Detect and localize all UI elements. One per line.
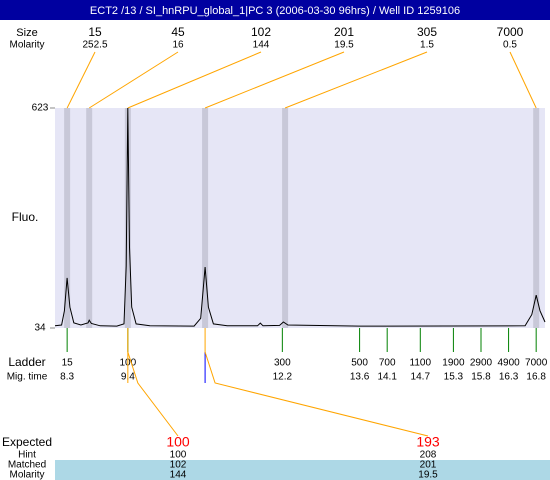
molarity-value: 144 xyxy=(170,470,187,480)
hint-value: 100 xyxy=(170,450,187,461)
matched-value: 201 xyxy=(420,460,437,471)
trace xyxy=(54,107,546,327)
expected-value: 193 xyxy=(416,434,440,450)
ladder-size: 1100 xyxy=(410,358,432,369)
peak-connector xyxy=(127,51,262,109)
peak-molarity: 1.5 xyxy=(420,40,434,51)
size-label: Size xyxy=(16,27,37,39)
ladder-size: 500 xyxy=(351,358,368,369)
matched-value: 102 xyxy=(170,460,187,471)
peak-connector xyxy=(509,51,537,109)
peak-band xyxy=(282,108,289,328)
ladder-size: 700 xyxy=(379,358,396,369)
peak-size: 201 xyxy=(334,25,354,39)
hint-value: 208 xyxy=(420,450,437,461)
match-connector xyxy=(127,328,179,437)
plot-area xyxy=(55,108,545,328)
table-highlight xyxy=(55,460,550,480)
peak-molarity: 0.5 xyxy=(503,40,517,51)
chart-title: ECT2 /13 / SI_hnRPU_global_1|PC 3 (2006-… xyxy=(90,5,460,17)
peak-connector xyxy=(66,51,96,109)
hint-label: Hint xyxy=(18,450,36,461)
matched-label: Matched xyxy=(8,460,46,471)
ladder-label: Ladder xyxy=(8,355,45,369)
y-tick-label: 623 xyxy=(32,103,49,114)
ladder-time: 16.3 xyxy=(499,372,519,383)
peak-size: 305 xyxy=(417,25,437,39)
y-tick-label: 34 xyxy=(34,323,46,334)
ladder-size: 300 xyxy=(274,358,291,369)
peak-band xyxy=(86,108,93,328)
ladder-time: 16.8 xyxy=(526,372,546,383)
match-connector xyxy=(204,328,429,437)
peak-band xyxy=(64,108,71,328)
ladder-size: 4900 xyxy=(497,358,520,369)
peak-band xyxy=(533,108,540,328)
peak-molarity: 144 xyxy=(253,40,270,51)
peak-connector xyxy=(88,51,179,109)
expected-value: 100 xyxy=(166,434,190,450)
peak-connector xyxy=(204,51,345,109)
ladder-time: 14.1 xyxy=(377,372,397,383)
expected-label: Expected xyxy=(2,435,52,449)
molarity-label: Molarity xyxy=(9,40,44,51)
peak-size: 7000 xyxy=(497,25,524,39)
peak-molarity: 16 xyxy=(172,40,184,51)
peak-size: 45 xyxy=(171,25,185,39)
y-axis-label: Fluo. xyxy=(12,210,39,224)
peak-connector xyxy=(284,51,428,109)
ladder-size: 7000 xyxy=(525,358,548,369)
molarity-value: 19.5 xyxy=(418,470,438,480)
peak-size: 15 xyxy=(88,25,102,39)
ladder-size: 2900 xyxy=(470,358,493,369)
peak-molarity: 19.5 xyxy=(334,40,354,51)
ladder-time: 15.8 xyxy=(471,372,491,383)
mig-time-label: Mig. time xyxy=(7,372,48,383)
title-bar xyxy=(0,0,550,20)
ladder-size: 1900 xyxy=(442,358,465,369)
peak-molarity: 252.5 xyxy=(82,40,107,51)
molarity-row-label: Molarity xyxy=(9,470,44,480)
ladder-time: 15.3 xyxy=(444,372,464,383)
peak-size: 102 xyxy=(251,25,271,39)
ladder-time: 13.6 xyxy=(350,372,370,383)
peak-band xyxy=(202,108,209,328)
ladder-time: 8.3 xyxy=(60,372,74,383)
ladder-time: 12.2 xyxy=(273,372,293,383)
ladder-size: 15 xyxy=(62,358,74,369)
ladder-time: 14.7 xyxy=(411,372,431,383)
peak-band xyxy=(124,108,131,328)
